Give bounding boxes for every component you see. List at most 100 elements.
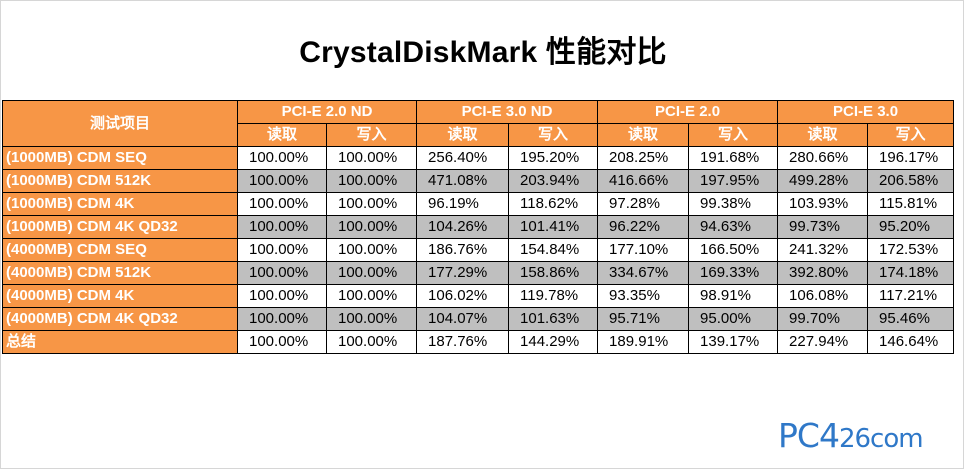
table-cell: 100.00%: [325, 261, 418, 285]
group-header: PCI-E 3.0 ND: [416, 100, 599, 124]
sub-header-write: 写入: [867, 123, 955, 147]
table-cell: 100.00%: [325, 215, 418, 239]
page-title: CrystalDiskMark 性能对比: [299, 36, 667, 69]
table-cell: 118.62%: [508, 192, 599, 216]
row-label: (4000MB) CDM 4K QD32: [2, 307, 238, 331]
watermark-tail: com: [870, 424, 924, 454]
table-cell: 100.00%: [237, 330, 327, 354]
table-row: (4000MB) CDM 4K QD32 100.00% 100.00% 104.07…: [2, 307, 955, 331]
table-row: (1000MB) CDM 512K 100.00% 100.00% 471.08% 20…: [2, 169, 955, 193]
row-label: (1000MB) CDM 4K QD32: [2, 215, 238, 239]
row-label: 总结: [2, 330, 238, 354]
table-cell: 106.02%: [416, 284, 510, 308]
table-cell: 334.67%: [597, 261, 690, 285]
row-label: (4000MB) CDM 4K: [2, 284, 238, 308]
table-cell: 206.58%: [867, 169, 955, 193]
sub-header-write: 写入: [325, 123, 418, 147]
table-body: (1000MB) CDM SEQ 100.00% 100.00% 256.40% 195…: [2, 146, 955, 354]
table-cell: 100.00%: [325, 146, 418, 170]
table-cell: 95.46%: [867, 307, 955, 331]
table-cell: 139.17%: [688, 330, 779, 354]
table-cell: 94.63%: [688, 215, 779, 239]
table-cell: 191.68%: [688, 146, 779, 170]
table-cell: 392.80%: [777, 261, 869, 285]
site-watermark-logo: PC426com: [778, 416, 924, 455]
table-cell: 99.73%: [777, 215, 869, 239]
table-cell: 416.66%: [597, 169, 690, 193]
table-cell: 104.07%: [416, 307, 510, 331]
row-label: (1000MB) CDM 4K: [2, 192, 238, 216]
table-row: (4000MB) CDM 4K 100.00% 100.00% 106.02% 119.…: [2, 284, 955, 308]
sub-header-row: 读取 写入 读取 写入 读取 写入 读取 写入: [3, 123, 955, 147]
table-cell: 106.08%: [777, 284, 869, 308]
sub-header-write: 写入: [688, 123, 779, 147]
watermark-main: PC4: [778, 416, 840, 455]
table-cell: 95.00%: [688, 307, 779, 331]
table-cell: 97.28%: [597, 192, 690, 216]
table-cell: 208.25%: [597, 146, 690, 170]
table-cell: 100.00%: [325, 169, 418, 193]
table-cell: 96.22%: [597, 215, 690, 239]
group-header-row: 测试项目 PCI-E 2.0 ND PCI-E 3.0 ND PCI-E 2.0…: [2, 100, 955, 147]
sub-header-read: 读取: [237, 123, 327, 147]
row-label: (4000MB) CDM 512K: [2, 261, 238, 285]
table-cell: 169.33%: [688, 261, 779, 285]
table-cell: 499.28%: [777, 169, 869, 193]
table-cell: 98.91%: [688, 284, 779, 308]
table-cell: 280.66%: [777, 146, 869, 170]
table-cell: 154.84%: [508, 238, 599, 262]
table-cell: 100.00%: [325, 307, 418, 331]
table-cell: 172.53%: [867, 238, 955, 262]
group-header: PCI-E 2.0: [597, 100, 779, 124]
table-cell: 100.00%: [325, 284, 418, 308]
table-cell: 187.76%: [416, 330, 510, 354]
table-cell: 196.17%: [867, 146, 955, 170]
comparison-table: 测试项目 PCI-E 2.0 ND PCI-E 3.0 ND PCI-E 2.0…: [2, 100, 955, 354]
table-cell: 99.70%: [777, 307, 869, 331]
table-cell: 174.18%: [867, 261, 955, 285]
row-label: (4000MB) CDM SEQ: [2, 238, 238, 262]
table-cell: 96.19%: [416, 192, 510, 216]
table-cell: 177.10%: [597, 238, 690, 262]
table-row: (1000MB) CDM SEQ 100.00% 100.00% 256.40% 195…: [2, 146, 955, 170]
row-label: (1000MB) CDM SEQ: [2, 146, 238, 170]
table-cell: 186.76%: [416, 238, 510, 262]
table-cell: 99.38%: [688, 192, 779, 216]
table-cell: 101.63%: [508, 307, 599, 331]
table-cell: 95.20%: [867, 215, 955, 239]
sub-header-read: 读取: [777, 123, 869, 147]
table-row: (1000MB) CDM 4K 100.00% 100.00% 96.19% 118.6…: [2, 192, 955, 216]
table-cell: 100.00%: [237, 238, 327, 262]
sub-header-write: 写入: [508, 123, 599, 147]
table-row: (4000MB) CDM SEQ 100.00% 100.00% 186.76% 154…: [2, 238, 955, 262]
table-cell: 103.93%: [777, 192, 869, 216]
table-cell: 203.94%: [508, 169, 599, 193]
table-cell: 158.86%: [508, 261, 599, 285]
table-cell: 100.00%: [325, 330, 418, 354]
table-cell: 115.81%: [867, 192, 955, 216]
group-header: PCI-E 3.0: [777, 100, 955, 124]
table-cell: 197.95%: [688, 169, 779, 193]
table-cell: 241.32%: [777, 238, 869, 262]
table-cell: 189.91%: [597, 330, 690, 354]
table-cell: 144.29%: [508, 330, 599, 354]
table-cell: 195.20%: [508, 146, 599, 170]
table-cell: 100.00%: [237, 261, 327, 285]
table-cell: 100.00%: [237, 192, 327, 216]
table-cell: 101.41%: [508, 215, 599, 239]
group-header: PCI-E 2.0 ND: [236, 100, 418, 124]
table-cell: 95.71%: [597, 307, 690, 331]
table-cell: 100.00%: [237, 146, 327, 170]
table-cell: 100.00%: [237, 215, 327, 239]
table-cell: 100.00%: [237, 169, 327, 193]
table-cell: 104.26%: [416, 215, 510, 239]
table-cell: 100.00%: [237, 284, 327, 308]
table-cell: 100.00%: [325, 238, 418, 262]
table-cell: 100.00%: [237, 307, 327, 331]
sub-header-read: 读取: [597, 123, 690, 147]
sub-header-read: 读取: [416, 123, 510, 147]
table-cell: 166.50%: [688, 238, 779, 262]
table-cell: 119.78%: [508, 284, 599, 308]
table-row: (4000MB) CDM 512K 100.00% 100.00% 177.29% 15…: [2, 261, 955, 285]
table-row: 总结 100.00% 100.00% 187.76% 144.29% 189.91% 139…: [2, 330, 955, 354]
